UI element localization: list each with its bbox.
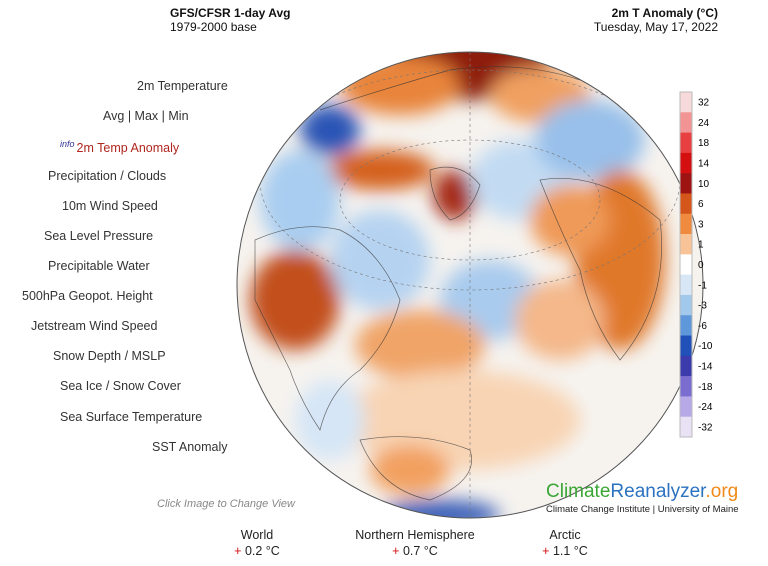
menu-item[interactable]: Precipitation / Clouds (48, 169, 167, 183)
stat-number: 0.2 °C (244, 544, 280, 558)
menu-item[interactable]: Max (134, 109, 159, 123)
colorbar-label: -1 (698, 280, 707, 291)
colorbar-label: 3 (698, 219, 704, 230)
colorbar-label: 0 (698, 260, 704, 271)
brand-part: Climate (546, 481, 611, 502)
colorbar-swatch (680, 416, 692, 438)
model-title: GFS/CFSR 1-day Avg (170, 6, 291, 20)
menu-item[interactable]: Snow Depth / MSLP (53, 349, 166, 363)
stat-number: 0.7 °C (402, 544, 438, 558)
menu-row: info 2m Temp Anomaly (60, 139, 179, 155)
colorbar-label: 10 (698, 179, 710, 190)
base-period: 1979-2000 base (170, 20, 257, 34)
menu-item[interactable]: 2m Temperature (137, 79, 228, 93)
colorbar-swatch (680, 92, 692, 113)
colorbar-swatch (680, 376, 692, 397)
colorbar-swatch (680, 234, 692, 255)
variable-title: 2m T Anomaly (°C) (611, 6, 718, 20)
colorbar-swatch (680, 294, 692, 316)
colorbar-swatch (680, 254, 692, 275)
colorbar-label: 32 (698, 98, 710, 109)
stat-value: + 0.7 °C (335, 544, 495, 558)
menu-item[interactable]: Min (168, 109, 189, 123)
colorbar-label: 24 (698, 118, 710, 129)
menu-row: Avg | Max | Min (103, 109, 189, 123)
menu-item[interactable]: SST Anomaly (152, 440, 228, 454)
colorbar-swatch (680, 355, 692, 377)
colorbar-swatch (680, 193, 692, 215)
colorbar-label: -10 (698, 341, 713, 352)
colorbar-label: -18 (698, 382, 713, 393)
stat-sign: + (392, 544, 400, 558)
colorbar-label: 6 (698, 199, 704, 210)
hint: Click Image to Change View (157, 498, 295, 510)
menu-item[interactable]: 10m Wind Speed (62, 199, 158, 213)
separator: | (161, 109, 165, 123)
date: Tuesday, May 17, 2022 (593, 20, 718, 34)
colorbar-swatch (680, 274, 692, 296)
colorbar-swatch (680, 112, 692, 133)
brand-subtitle: Climate Change Institute | University of… (546, 504, 739, 515)
menu-item[interactable]: Precipitable Water (48, 259, 150, 273)
stat-value: + 1.1 °C (485, 544, 645, 558)
brand-part: .org (705, 481, 739, 502)
separator: | (127, 109, 132, 123)
stat-name: Arctic (549, 528, 581, 542)
globe-map[interactable] (237, 20, 703, 530)
menu-item[interactable]: Avg (103, 109, 125, 123)
stat-sign: + (542, 544, 550, 558)
colorbar-label: -24 (698, 402, 713, 413)
menu-item[interactable]: 2m Temp Anomaly (76, 141, 180, 156)
brand-part: Reanalyzer (610, 481, 706, 502)
menu-item[interactable]: Sea Level Pressure (44, 229, 154, 243)
info-link[interactable]: info (60, 139, 75, 149)
menu-item[interactable]: Sea Ice / Snow Cover (60, 379, 181, 393)
colorbar-swatch (680, 132, 692, 154)
colorbar-swatch (680, 213, 692, 235)
colorbar-swatch (680, 152, 692, 174)
stat-name: Northern Hemisphere (355, 528, 475, 542)
stat-value: + 0.2 °C (177, 544, 337, 558)
colorbar-label: 1 (698, 240, 704, 251)
menu-item[interactable]: Jetstream Wind Speed (31, 319, 158, 333)
stat-number: 1.1 °C (552, 544, 588, 558)
colorbar-label: -6 (698, 321, 707, 332)
colorbar-label: -32 (698, 422, 713, 433)
colorbar-swatch (680, 315, 692, 336)
stat-sign: + (234, 544, 242, 558)
colorbar-swatch (680, 173, 692, 194)
colorbar-label: 18 (698, 138, 710, 149)
colorbar-swatch (680, 335, 692, 357)
colorbar-label: 14 (698, 159, 710, 170)
colorbar-frame (679, 91, 693, 438)
stat-name: World (240, 528, 274, 542)
colorbar-label: -14 (698, 361, 713, 372)
menu-item[interactable]: 500hPa Geopot. Height (22, 289, 153, 303)
colorbar-swatch (680, 396, 692, 418)
brand[interactable]: ClimateReanalyzer.org (546, 481, 738, 503)
colorbar-label: -3 (698, 301, 707, 312)
menu-item[interactable]: Sea Surface Temperature (60, 410, 203, 424)
